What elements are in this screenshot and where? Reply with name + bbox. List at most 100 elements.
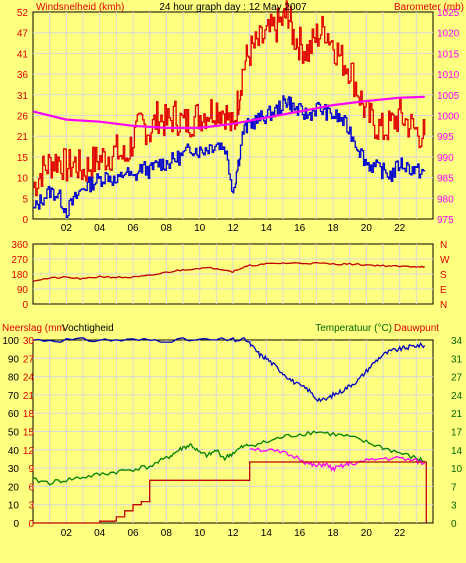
p3-xtick-9: 20 — [361, 528, 373, 539]
p1-ytick-right-3: 1010 — [437, 70, 460, 81]
series-humidity-line — [32, 337, 426, 403]
p3-ytick-hum-7: 30 — [8, 464, 20, 475]
label-rain: Neerslag (mm — [2, 323, 65, 334]
p1-ytick-right-0: 1025 — [437, 8, 460, 19]
panel-humidity-grid — [33, 340, 433, 523]
p2-compass-0: N — [440, 240, 447, 251]
p1-ytick-left-0: 52 — [17, 8, 29, 19]
p1-ytick-left-6: 21 — [17, 132, 29, 143]
p3-xtick-5: 12 — [227, 528, 239, 539]
p2-compass-2: S — [440, 270, 447, 281]
panel-direction-series — [32, 261, 425, 283]
p1-ytick-left-4: 31 — [17, 91, 29, 102]
p1-ytick-left-3: 36 — [17, 70, 29, 81]
label-windspeed: Windsnelheid (kmh) — [36, 2, 124, 13]
p3-xtick-10: 22 — [394, 528, 406, 539]
p1-ytick-right-8: 985 — [437, 174, 454, 185]
p1-ytick-right-9: 980 — [437, 194, 454, 205]
p3-ytick-right-10: 0 — [451, 519, 457, 530]
p3-ytick-hum-4: 60 — [8, 409, 20, 420]
p1-xtick-2: 06 — [127, 223, 139, 234]
p3-ytick-hum-2: 80 — [8, 373, 20, 384]
p3-ytick-right-7: 10 — [451, 464, 463, 475]
p3-ytick-rain-3: 21 — [23, 391, 35, 402]
p1-xtick-4: 10 — [194, 223, 206, 234]
p1-xtick-5: 12 — [227, 223, 239, 234]
p3-ytick-right-5: 17 — [451, 428, 463, 439]
p1-ytick-left-8: 10 — [17, 174, 29, 185]
axis-tick-labels: 5247413631262115105010251020101510101005… — [2, 8, 462, 539]
p3-ytick-hum-0: 100 — [2, 336, 19, 347]
p1-ytick-left-10: 0 — [22, 215, 28, 226]
p1-ytick-left-7: 15 — [17, 153, 29, 164]
p1-xtick-8: 18 — [327, 223, 339, 234]
p2-ytick-4: 0 — [22, 300, 28, 311]
p3-ytick-rain-5: 15 — [23, 428, 35, 439]
p3-ytick-rain-2: 24 — [23, 373, 35, 384]
p3-ytick-rain-9: 3 — [28, 501, 34, 512]
p1-ytick-right-4: 1005 — [437, 91, 460, 102]
panel-direction-grid — [33, 244, 433, 304]
panel-wind-series — [32, 0, 426, 219]
p2-ytick-0: 360 — [11, 240, 28, 251]
p3-ytick-hum-1: 90 — [8, 354, 20, 365]
p1-xtick-0: 02 — [61, 223, 73, 234]
p1-ytick-right-6: 995 — [437, 132, 454, 143]
series-temperature-line — [32, 430, 425, 486]
p1-ytick-left-5: 26 — [17, 112, 29, 123]
p3-xtick-4: 10 — [194, 528, 206, 539]
p3-ytick-hum-5: 50 — [8, 428, 20, 439]
p3-ytick-hum-3: 70 — [8, 391, 20, 402]
p3-ytick-rain-0: 30 — [23, 336, 35, 347]
p3-ytick-right-9: 3 — [451, 501, 457, 512]
p2-compass-1: W — [440, 255, 450, 266]
p1-ytick-left-1: 47 — [17, 29, 29, 40]
label-humidity: Vochtigheid — [62, 323, 114, 334]
p3-ytick-right-1: 31 — [451, 354, 463, 365]
p3-xtick-0: 02 — [61, 528, 73, 539]
chart-title: 24 hour graph day : 12 May 2007 — [159, 2, 307, 13]
p1-ytick-right-10: 975 — [437, 215, 454, 226]
p3-xtick-6: 14 — [261, 528, 273, 539]
p3-ytick-right-2: 27 — [451, 373, 463, 384]
p3-xtick-7: 16 — [294, 528, 306, 539]
series-dewpoint-line — [249, 447, 425, 473]
p1-xtick-9: 20 — [361, 223, 373, 234]
p1-xtick-7: 16 — [294, 223, 306, 234]
p2-compass-3: E — [440, 285, 447, 296]
p1-xtick-10: 22 — [394, 223, 406, 234]
p1-xtick-1: 04 — [94, 223, 106, 234]
p2-ytick-1: 270 — [11, 255, 28, 266]
series-gust-line — [33, 0, 426, 197]
p3-ytick-rain-7: 9 — [28, 464, 34, 475]
p3-xtick-3: 08 — [161, 528, 173, 539]
label-dewpoint: Dauwpunt — [394, 323, 439, 334]
p3-ytick-hum-9: 10 — [8, 501, 20, 512]
p3-ytick-right-6: 14 — [451, 446, 463, 457]
p3-ytick-rain-8: 6 — [28, 482, 34, 493]
p2-ytick-3: 90 — [17, 285, 29, 296]
p1-ytick-right-7: 990 — [437, 153, 454, 164]
panel-humidity-series — [32, 337, 427, 524]
p3-ytick-right-8: 7 — [451, 482, 457, 493]
p3-xtick-1: 04 — [94, 528, 106, 539]
p1-ytick-right-2: 1015 — [437, 49, 460, 60]
p3-ytick-right-0: 34 — [451, 336, 463, 347]
p1-ytick-left-9: 5 — [22, 194, 28, 205]
p3-xtick-8: 18 — [327, 528, 339, 539]
p3-ytick-right-4: 21 — [451, 409, 463, 420]
p2-ytick-2: 180 — [11, 270, 28, 281]
p3-ytick-hum-8: 20 — [8, 482, 20, 493]
p3-xtick-2: 06 — [127, 528, 139, 539]
series-barometer-line — [32, 95, 425, 129]
label-temperature: Temperatuur (°C) — [315, 323, 392, 334]
series-direction-line — [32, 261, 425, 283]
p1-ytick-right-5: 1000 — [437, 112, 460, 123]
p3-ytick-hum-10: 0 — [13, 519, 19, 530]
p1-ytick-right-1: 1020 — [437, 29, 460, 40]
p3-ytick-hum-6: 40 — [8, 446, 20, 457]
p3-ytick-rain-10: 0 — [28, 519, 34, 530]
label-barometer: Barometer (mb) — [394, 2, 464, 13]
